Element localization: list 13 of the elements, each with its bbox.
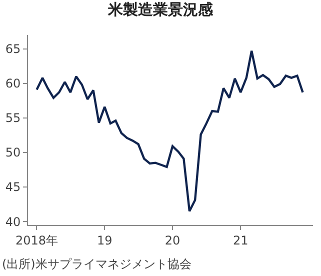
y-tick-label: 45: [5, 180, 21, 194]
y-tick-label: 40: [5, 214, 21, 229]
x-tick-label: 21: [232, 233, 248, 248]
x-tick-label: 20: [164, 233, 180, 248]
x-tick-label: 2018年: [15, 233, 58, 248]
x-tick-label: 19: [97, 233, 112, 248]
y-tick-label: 50: [5, 146, 21, 160]
text: (出所)米サプライマネジメント協会: [2, 257, 192, 271]
y-tick-label: 60: [5, 76, 21, 91]
line-series: [36, 50, 304, 212]
y-tick-label: 55: [5, 111, 21, 126]
chart-title: 米製造業景況感: [107, 0, 214, 19]
y-tick-label: 65: [5, 42, 21, 56]
